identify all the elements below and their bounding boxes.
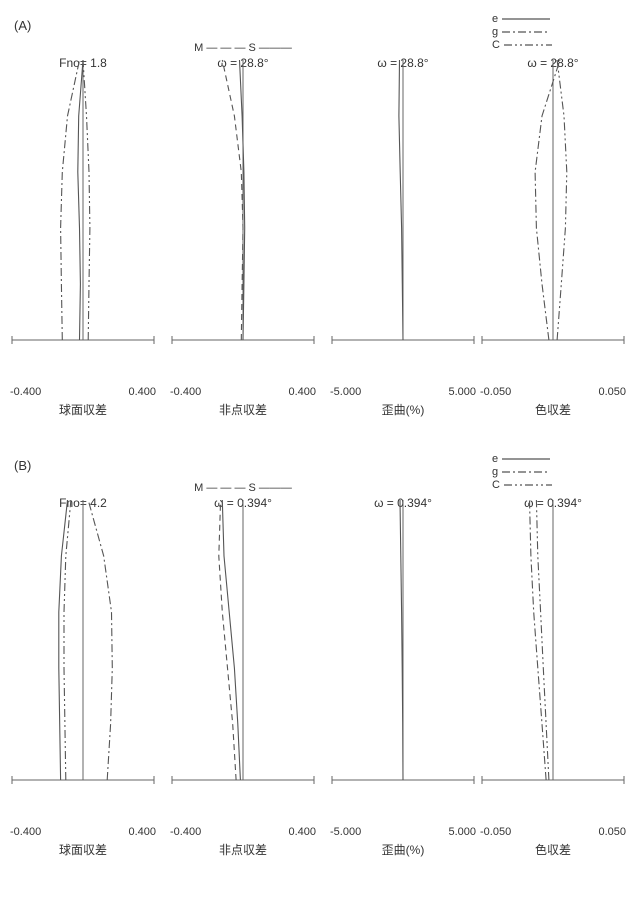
- axis-xlabel: 非点収差: [168, 841, 318, 858]
- legend-item-e: e: [492, 452, 552, 465]
- plot-area: [168, 480, 318, 835]
- tick-left: -0.400: [10, 386, 41, 398]
- tick-right: 0.050: [598, 386, 626, 398]
- plot-area: [478, 40, 628, 395]
- section-a: (A) egC Fno= 1.8-0.4000.400球面収差 M — — — …: [0, 10, 640, 440]
- tick-left: -0.400: [170, 386, 201, 398]
- axis-tick-labels: -5.000 5.000: [328, 386, 478, 398]
- panel-a-chromatic: ω = 28.8°-0.0500.050色収差: [478, 40, 628, 430]
- legend-line-g: [502, 27, 550, 37]
- tick-right: 5.000: [448, 386, 476, 398]
- axis-tick-labels: -0.400 0.400: [8, 386, 158, 398]
- legend-line-e: [502, 14, 550, 24]
- tick-left: -0.050: [480, 386, 511, 398]
- axis-xlabel: 歪曲(%): [328, 841, 478, 858]
- axis-tick-labels: -5.000 5.000: [328, 826, 478, 838]
- chart-svg: [328, 40, 478, 360]
- section-b: (B) egC Fno= 4.2-0.4000.400球面収差 M — — — …: [0, 450, 640, 880]
- plot-area: [168, 40, 318, 395]
- chart-svg: [8, 40, 158, 360]
- chart-svg: [478, 40, 628, 360]
- section-label-a: (A): [14, 18, 31, 33]
- panel-a-spherical: Fno= 1.8-0.4000.400球面収差: [8, 40, 158, 430]
- panel-b-astigmatism: M — — — S ———ω = 0.394°-0.4000.400非点収差: [168, 480, 318, 870]
- panel-b-chromatic: ω = 0.394°-0.0500.050色収差: [478, 480, 628, 870]
- axis-tick-labels: -0.400 0.400: [8, 826, 158, 838]
- axis-tick-labels: -0.050 0.050: [478, 826, 628, 838]
- plot-area: [478, 480, 628, 835]
- legend-item-e: e: [492, 12, 552, 25]
- tick-right: 0.400: [288, 386, 316, 398]
- legend-key: g: [492, 466, 498, 478]
- legend-line-e: [502, 454, 550, 464]
- axis-xlabel: 非点収差: [168, 401, 318, 418]
- tick-left: -5.000: [330, 386, 361, 398]
- axis-tick-labels: -0.050 0.050: [478, 386, 628, 398]
- chart-svg: [478, 480, 628, 800]
- chart-svg: [8, 480, 158, 800]
- tick-right: 5.000: [448, 826, 476, 838]
- tick-right: 0.050: [598, 826, 626, 838]
- axis-tick-labels: -0.400 0.400: [168, 386, 318, 398]
- panel-a-astigmatism: M — — — S ———ω = 28.8°-0.4000.400非点収差: [168, 40, 318, 430]
- legend-key: e: [492, 453, 498, 465]
- legend-key: g: [492, 26, 498, 38]
- axis-tick-labels: -0.400 0.400: [168, 826, 318, 838]
- legend-line-g: [502, 467, 550, 477]
- tick-right: 0.400: [288, 826, 316, 838]
- legend-item-g: g: [492, 465, 552, 478]
- panel-a-distortion: ω = 28.8°-5.0005.000歪曲(%): [328, 40, 478, 430]
- axis-xlabel: 球面収差: [8, 401, 158, 418]
- tick-left: -0.400: [170, 826, 201, 838]
- plot-area: [328, 40, 478, 395]
- panel-b-distortion: ω = 0.394°-5.0005.000歪曲(%): [328, 480, 478, 870]
- chart-svg: [168, 40, 318, 360]
- legend-key: e: [492, 13, 498, 25]
- tick-left: -0.400: [10, 826, 41, 838]
- section-label-b: (B): [14, 458, 31, 473]
- tick-left: -5.000: [330, 826, 361, 838]
- axis-xlabel: 歪曲(%): [328, 401, 478, 418]
- tick-right: 0.400: [128, 386, 156, 398]
- plot-area: [328, 480, 478, 835]
- tick-left: -0.050: [480, 826, 511, 838]
- plot-area: [8, 480, 158, 835]
- plot-area: [8, 40, 158, 395]
- axis-xlabel: 色収差: [478, 401, 628, 418]
- axis-xlabel: 色収差: [478, 841, 628, 858]
- axis-xlabel: 球面収差: [8, 841, 158, 858]
- chart-svg: [328, 480, 478, 800]
- panel-b-spherical: Fno= 4.2-0.4000.400球面収差: [8, 480, 158, 870]
- chart-svg: [168, 480, 318, 800]
- tick-right: 0.400: [128, 826, 156, 838]
- legend-item-g: g: [492, 25, 552, 38]
